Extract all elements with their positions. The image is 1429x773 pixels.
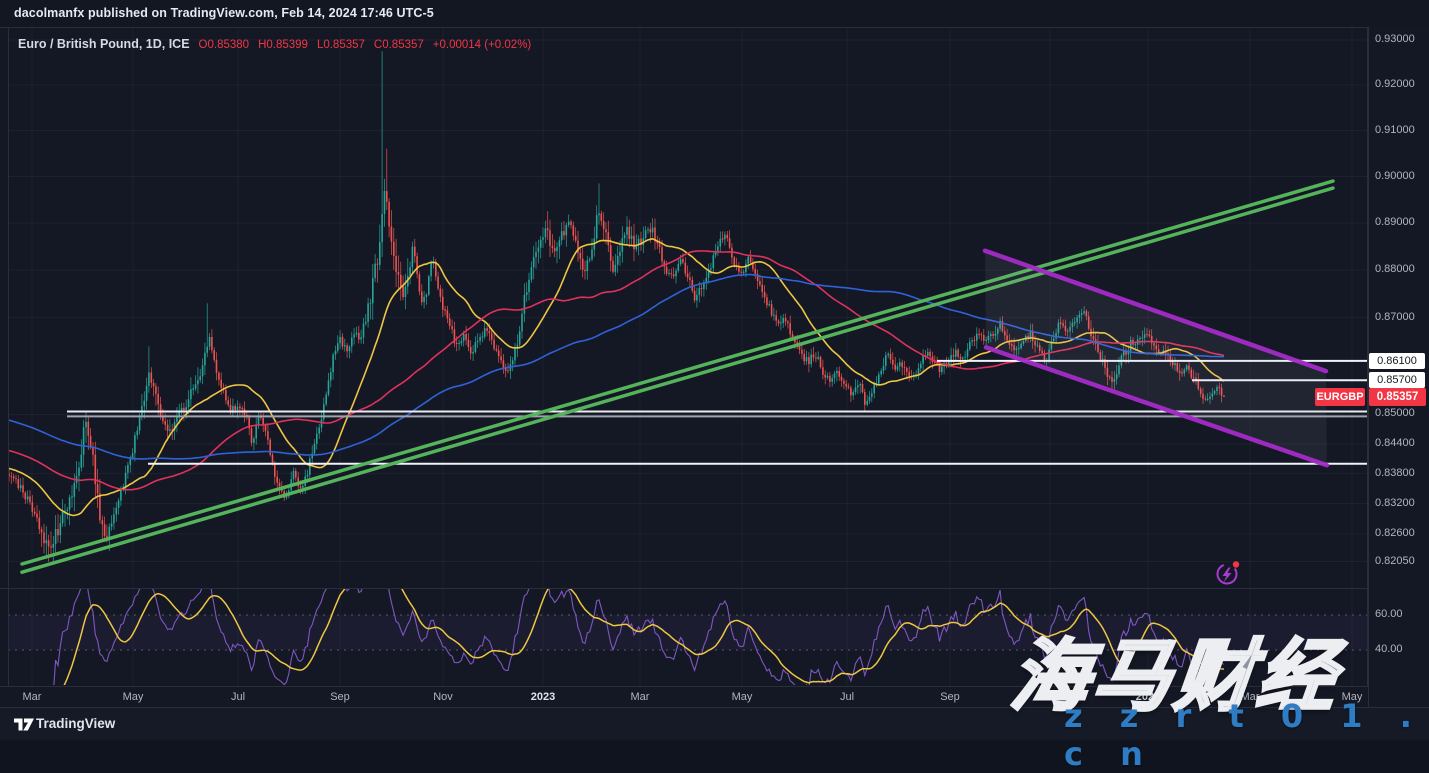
purple-channel-fill [985, 250, 1327, 466]
tradingview-logo-text[interactable]: TradingView [36, 716, 116, 731]
time-tick-label: Jul [839, 691, 855, 703]
price-tick-label: 0.82050 [1375, 554, 1415, 567]
green-trendline [20, 179, 1335, 566]
price-tick-label: 0.90000 [1375, 169, 1415, 182]
price-tick-label: 0.83800 [1375, 466, 1415, 479]
rsi-signal-line [63, 589, 1224, 685]
price-tick-label: 0.91000 [1375, 123, 1415, 136]
price-tick-label: 0.89000 [1375, 216, 1415, 229]
ohlc-low: L0.85357 [316, 39, 365, 51]
symbol-badge: EURGBP [1315, 388, 1365, 406]
symbol-legend[interactable]: Euro / British Pound, 1D, ICE O0.85380 H… [18, 37, 531, 51]
rsi-tick-label: 60.00 [1375, 608, 1403, 620]
green-trendline [20, 186, 1335, 574]
time-tick-label: Sep [940, 691, 960, 703]
symbol-title[interactable]: Euro / British Pound, 1D, ICE [18, 37, 190, 51]
tradingview-logo-icon[interactable] [13, 717, 35, 732]
share-header: dacolmanfx published on TradingView.com,… [0, 0, 1429, 27]
purple-trendline [983, 345, 1330, 468]
price-gridlines [8, 39, 1367, 562]
flash-icon[interactable] [1214, 561, 1240, 587]
price-tick-label: 0.82600 [1375, 526, 1415, 539]
ohlc-open: O0.85380 [198, 39, 250, 51]
time-tick-label: Nov [433, 691, 453, 703]
price-tick-label: 0.84400 [1375, 436, 1415, 449]
rsi-band [8, 615, 1367, 650]
footer-bar: TradingView [0, 707, 1429, 740]
price-tick-label: 0.83200 [1375, 496, 1415, 509]
published-caption: dacolmanfx published on TradingView.com,… [14, 6, 434, 20]
sma-slow-line [8, 273, 1224, 460]
chart-canvas[interactable] [0, 0, 1429, 739]
price-tick-label: 0.92000 [1375, 78, 1415, 90]
time-tick-label: Jul [230, 691, 246, 703]
ohlc-high: H0.85399 [258, 39, 308, 51]
price-tick-label: 0.87000 [1375, 310, 1415, 323]
rsi-layer [53, 589, 1225, 685]
level-price-badge: 0.86100 [1369, 352, 1425, 369]
sma-fast-line [8, 238, 1225, 517]
time-axis[interactable]: Mar May Jul Sep Nov 2023 Mar May Jul Sep Nov 2024 Ma… [0, 686, 1368, 708]
purple-trendline [982, 248, 1329, 374]
time-tick-label: 2024 [1135, 691, 1161, 703]
time-tick-label: Sep [330, 691, 350, 703]
time-tick-label: Nov [1040, 691, 1060, 703]
rsi-band-lines [8, 614, 1367, 651]
ohlc-change: +0.00014 (+0.02%) [432, 39, 532, 51]
price-tick-label: 0.85000 [1375, 407, 1415, 420]
ohlc-close: C0.85357 [373, 39, 424, 51]
level-price-badge: 0.85700 [1369, 372, 1425, 389]
time-tick-label: Mar [1240, 691, 1260, 703]
time-tick-label: May [1341, 691, 1363, 703]
time-tick-label: 2023 [530, 691, 556, 703]
price-tick-label: 0.93000 [1375, 33, 1415, 45]
time-tick-label: Mar [630, 691, 650, 703]
rsi-line [53, 589, 1225, 685]
time-tick-label: May [122, 691, 144, 703]
last-price-badge: 0.85357 [1369, 388, 1426, 406]
time-tick-label: Mar [22, 691, 42, 703]
time-tick-label: May [731, 691, 753, 703]
price-tick-label: 0.88000 [1375, 263, 1415, 276]
rsi-tick-label: 40.00 [1375, 643, 1403, 655]
